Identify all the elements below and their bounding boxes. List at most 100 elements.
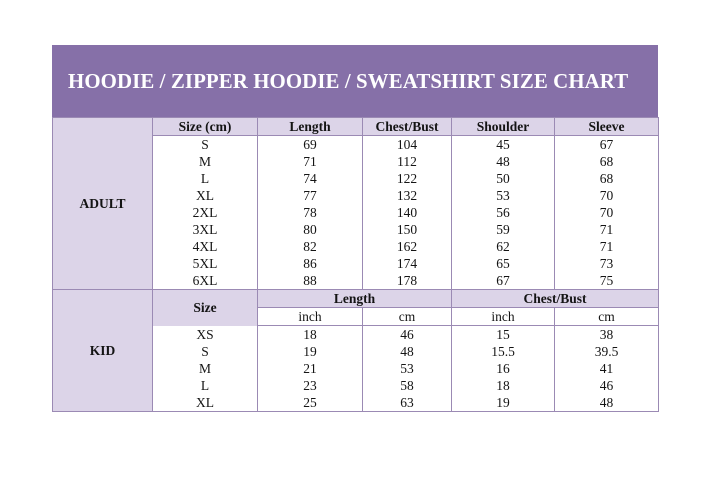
adult-cell-shoulder: 65 bbox=[451, 255, 555, 272]
table-row: M 21 53 16 41 bbox=[53, 360, 659, 377]
adult-cell-shoulder: 50 bbox=[451, 170, 555, 187]
adult-cell-shoulder: 59 bbox=[451, 221, 555, 238]
adult-cell-size: 2XL bbox=[152, 204, 258, 221]
kid-cell-length-cm: 63 bbox=[362, 394, 452, 412]
kid-cell-size: M bbox=[152, 360, 258, 377]
kid-cell-length-inch: 18 bbox=[257, 325, 363, 343]
adult-cell-sleeve: 71 bbox=[554, 221, 659, 238]
table-row: 2XL 78 140 56 70 bbox=[53, 204, 659, 221]
table-row: XL 77 132 53 70 bbox=[53, 187, 659, 204]
kid-subheader-length-cm: cm bbox=[362, 307, 452, 326]
kid-cell-length-inch: 23 bbox=[257, 377, 363, 394]
table-row: S 69 104 45 67 bbox=[53, 135, 659, 153]
adult-cell-chest: 112 bbox=[362, 153, 452, 170]
title-banner: HOODIE / ZIPPER HOODIE / SWEATSHIRT SIZE… bbox=[52, 45, 658, 117]
table-row: XL 25 63 19 48 bbox=[53, 394, 659, 412]
adult-header-shoulder: Shoulder bbox=[451, 117, 555, 136]
table-row: L 23 58 18 46 bbox=[53, 377, 659, 394]
adult-cell-length: 88 bbox=[257, 272, 363, 290]
page-title: HOODIE / ZIPPER HOODIE / SWEATSHIRT SIZE… bbox=[68, 68, 629, 93]
kid-cell-chest-inch: 15 bbox=[451, 325, 555, 343]
adult-cell-size: 5XL bbox=[152, 255, 258, 272]
adult-cell-size: 4XL bbox=[152, 238, 258, 255]
adult-cell-chest: 104 bbox=[362, 135, 452, 153]
adult-cell-size: 6XL bbox=[152, 272, 258, 290]
table-row: 6XL 88 178 67 75 bbox=[53, 272, 659, 290]
kid-subheader-chest-cm: cm bbox=[554, 307, 659, 326]
adult-cell-chest: 178 bbox=[362, 272, 452, 290]
table-row: 5XL 86 174 65 73 bbox=[53, 255, 659, 272]
kid-group-header-row: KID Size Length Chest/Bust bbox=[52, 289, 659, 412]
adult-cell-sleeve: 71 bbox=[554, 238, 659, 255]
kid-cell-size: XL bbox=[152, 394, 258, 412]
table-row: 3XL 80 150 59 71 bbox=[53, 221, 659, 238]
adult-cell-sleeve: 70 bbox=[554, 187, 659, 204]
adult-cell-length: 74 bbox=[257, 170, 363, 187]
adult-cell-size: L bbox=[152, 170, 258, 187]
adult-header-row: ADULT Size (cm) Length Chest/Bust Should… bbox=[52, 117, 659, 290]
adult-cell-shoulder: 53 bbox=[451, 187, 555, 204]
adult-cell-length: 71 bbox=[257, 153, 363, 170]
adult-cell-length: 86 bbox=[257, 255, 363, 272]
kid-header-length: Length bbox=[257, 289, 452, 308]
kid-section-label: KID bbox=[52, 289, 153, 412]
adult-cell-sleeve: 68 bbox=[554, 170, 659, 187]
table-row: S 19 48 15.5 39.5 bbox=[53, 343, 659, 360]
adult-cell-shoulder: 67 bbox=[451, 272, 555, 290]
adult-cell-length: 78 bbox=[257, 204, 363, 221]
adult-cell-chest: 132 bbox=[362, 187, 452, 204]
adult-cell-shoulder: 62 bbox=[451, 238, 555, 255]
kid-cell-chest-inch: 19 bbox=[451, 394, 555, 412]
adult-cell-size: XL bbox=[152, 187, 258, 204]
kid-cell-length-inch: 21 bbox=[257, 360, 363, 377]
table-row: 4XL 82 162 62 71 bbox=[53, 238, 659, 255]
adult-cell-shoulder: 56 bbox=[451, 204, 555, 221]
adult-cell-length: 69 bbox=[257, 135, 363, 153]
kid-header-chest-bust: Chest/Bust bbox=[451, 289, 659, 308]
kid-cell-length-inch: 25 bbox=[257, 394, 363, 412]
adult-cell-size: M bbox=[152, 153, 258, 170]
adult-cell-sleeve: 70 bbox=[554, 204, 659, 221]
adult-cell-chest: 150 bbox=[362, 221, 452, 238]
adult-header-length: Length bbox=[257, 117, 363, 136]
adult-header-size: Size (cm) bbox=[152, 117, 258, 136]
kid-header-size: Size bbox=[152, 289, 258, 326]
kid-cell-length-cm: 48 bbox=[362, 343, 452, 360]
adult-cell-size: 3XL bbox=[152, 221, 258, 238]
kid-cell-chest-inch: 15.5 bbox=[451, 343, 555, 360]
adult-cell-sleeve: 67 bbox=[554, 135, 659, 153]
kid-subheader-chest-inch: inch bbox=[451, 307, 555, 326]
adult-header-chest-bust: Chest/Bust bbox=[362, 117, 452, 136]
kid-subheader-length-inch: inch bbox=[257, 307, 363, 326]
adult-section-label: ADULT bbox=[52, 117, 153, 290]
kid-sub-header-row: inch cm inch cm bbox=[53, 307, 659, 326]
kid-cell-chest-cm: 41 bbox=[554, 360, 659, 377]
adult-cell-sleeve: 73 bbox=[554, 255, 659, 272]
kid-cell-chest-cm: 46 bbox=[554, 377, 659, 394]
kid-cell-size: XS bbox=[152, 325, 258, 343]
table-row: M 71 112 48 68 bbox=[53, 153, 659, 170]
adult-cell-length: 80 bbox=[257, 221, 363, 238]
kid-cell-chest-cm: 39.5 bbox=[554, 343, 659, 360]
adult-cell-shoulder: 45 bbox=[451, 135, 555, 153]
kid-cell-length-inch: 19 bbox=[257, 343, 363, 360]
adult-cell-length: 82 bbox=[257, 238, 363, 255]
kid-cell-chest-inch: 18 bbox=[451, 377, 555, 394]
adult-cell-chest: 122 bbox=[362, 170, 452, 187]
kid-cell-size: S bbox=[152, 343, 258, 360]
kid-cell-chest-inch: 16 bbox=[451, 360, 555, 377]
adult-cell-sleeve: 75 bbox=[554, 272, 659, 290]
kid-cell-chest-cm: 48 bbox=[554, 394, 659, 412]
size-chart: HOODIE / ZIPPER HOODIE / SWEATSHIRT SIZE… bbox=[52, 45, 659, 412]
adult-cell-chest: 162 bbox=[362, 238, 452, 255]
adult-cell-chest: 140 bbox=[362, 204, 452, 221]
adult-cell-size: S bbox=[152, 135, 258, 153]
adult-cell-shoulder: 48 bbox=[451, 153, 555, 170]
kid-cell-length-cm: 53 bbox=[362, 360, 452, 377]
adult-cell-length: 77 bbox=[257, 187, 363, 204]
adult-header-sleeve: Sleeve bbox=[554, 117, 659, 136]
adult-cell-chest: 174 bbox=[362, 255, 452, 272]
kid-cell-size: L bbox=[152, 377, 258, 394]
adult-cell-sleeve: 68 bbox=[554, 153, 659, 170]
size-chart-table: ADULT Size (cm) Length Chest/Bust Should… bbox=[52, 117, 659, 412]
